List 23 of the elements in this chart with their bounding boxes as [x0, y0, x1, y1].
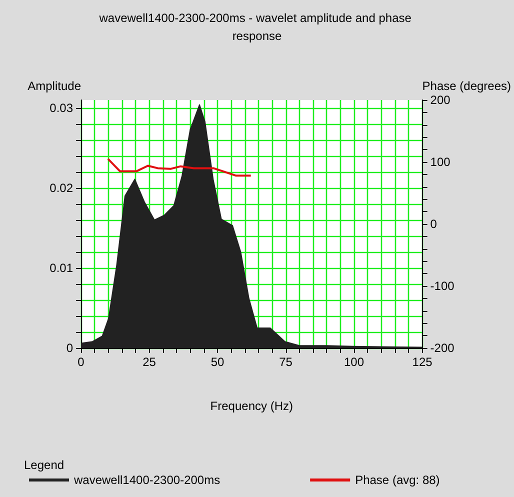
y2-tick-label: 0 — [430, 217, 438, 231]
x-tick-label: 100 — [344, 355, 364, 369]
x-tick-label: 25 — [142, 355, 156, 369]
y2-tick-label: 100 — [430, 155, 451, 169]
x-tick-label: 0 — [78, 355, 85, 369]
x-tick-label: 50 — [210, 355, 225, 369]
y2-tick-label: -200 — [430, 341, 455, 355]
y-axis-title: Amplitude — [28, 79, 82, 93]
y2-tick-label: -100 — [430, 279, 455, 293]
y-tick-label: 0.02 — [50, 181, 74, 195]
y-tick-label: 0.01 — [50, 261, 74, 275]
x-axis-title: Frequency (Hz) — [210, 399, 293, 413]
y2-axis-title: Phase (degrees) — [422, 79, 512, 93]
line-series — [107, 158, 252, 177]
y-tick-label: 0 — [66, 341, 74, 355]
legend-label: Phase (avg: 88) — [355, 473, 440, 487]
y2-tick-label: 200 — [430, 93, 451, 107]
chart-title: wavewell1400-2300-200ms - wavelet amplitude and phase response — [98, 11, 415, 43]
x-tick-label: 125 — [412, 355, 433, 369]
x-tick-label: 75 — [279, 355, 293, 369]
y-tick-label: 0.03 — [50, 101, 74, 115]
legend-label: wavewell1400-2300-200ms — [73, 473, 220, 487]
legend-title: Legend — [24, 458, 64, 472]
